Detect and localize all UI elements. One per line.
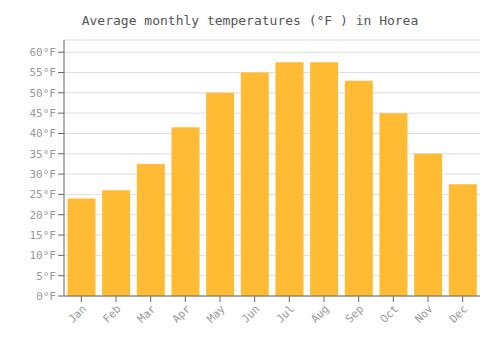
svg-text:15°F: 15°F	[30, 229, 57, 242]
svg-text:Jul: Jul	[274, 302, 297, 325]
svg-text:Oct: Oct	[378, 302, 401, 325]
svg-text:50°F: 50°F	[30, 87, 57, 100]
svg-text:40°F: 40°F	[30, 127, 57, 140]
svg-text:Sep: Sep	[343, 302, 366, 325]
svg-text:Mar: Mar	[135, 302, 159, 326]
svg-text:45°F: 45°F	[30, 107, 57, 120]
svg-text:5°F: 5°F	[36, 270, 56, 283]
svg-text:60°F: 60°F	[30, 46, 57, 59]
svg-text:Jun: Jun	[239, 302, 262, 325]
svg-text:Dec: Dec	[447, 302, 470, 325]
svg-text:Nov: Nov	[412, 302, 436, 326]
svg-text:55°F: 55°F	[30, 66, 57, 79]
html-text:Average monthly temperatures (: Average monthly temperatures (°F ) in Ho…	[81, 13, 419, 28]
svg-text:0°F: 0°F	[36, 290, 56, 303]
svg-text:20°F: 20°F	[30, 209, 57, 222]
svg-text:May: May	[204, 302, 228, 326]
svg-text:Apr: Apr	[170, 302, 194, 326]
svg-text:25°F: 25°F	[30, 188, 57, 201]
svg-text:35°F: 35°F	[30, 148, 57, 161]
svg-text:30°F: 30°F	[30, 168, 57, 181]
svg-text:Jan: Jan	[66, 302, 89, 325]
svg-text:Aug: Aug	[308, 302, 331, 325]
svg-text:10°F: 10°F	[30, 249, 57, 262]
svg-text:Feb: Feb	[100, 302, 123, 325]
